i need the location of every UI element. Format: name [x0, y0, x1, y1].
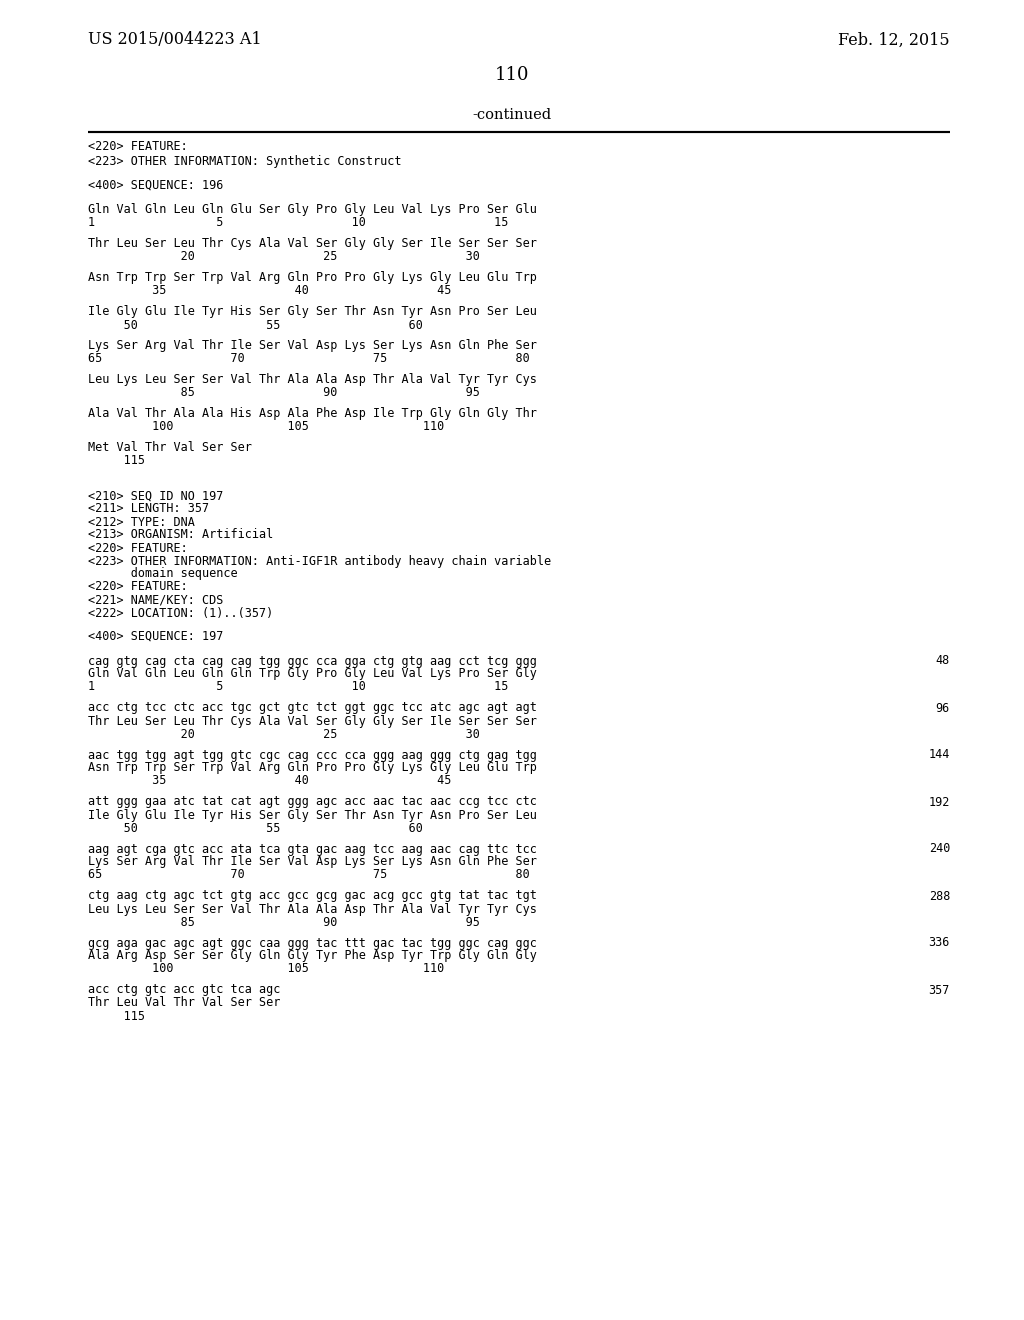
Text: att ggg gaa atc tat cat agt ggg agc acc aac tac aac ccg tcc ctc: att ggg gaa atc tat cat agt ggg agc acc … [88, 796, 537, 808]
Text: <220> FEATURE:: <220> FEATURE: [88, 541, 187, 554]
Text: Lys Ser Arg Val Thr Ile Ser Val Asp Lys Ser Lys Asn Gln Phe Ser: Lys Ser Arg Val Thr Ile Ser Val Asp Lys … [88, 855, 537, 869]
Text: Lys Ser Arg Val Thr Ile Ser Val Asp Lys Ser Lys Asn Gln Phe Ser: Lys Ser Arg Val Thr Ile Ser Val Asp Lys … [88, 339, 537, 352]
Text: <400> SEQUENCE: 197: <400> SEQUENCE: 197 [88, 630, 223, 643]
Text: <211> LENGTH: 357: <211> LENGTH: 357 [88, 503, 209, 516]
Text: <220> FEATURE:: <220> FEATURE: [88, 581, 187, 594]
Text: 35                  40                  45: 35 40 45 [88, 285, 452, 297]
Text: <221> NAME/KEY: CDS: <221> NAME/KEY: CDS [88, 594, 223, 606]
Text: <210> SEQ ID NO 197: <210> SEQ ID NO 197 [88, 490, 223, 503]
Text: acc ctg gtc acc gtc tca agc: acc ctg gtc acc gtc tca agc [88, 983, 281, 997]
Text: domain sequence: domain sequence [88, 568, 238, 581]
Text: 144: 144 [929, 748, 950, 762]
Text: 100                105                110: 100 105 110 [88, 421, 444, 433]
Text: Gln Val Gln Leu Gln Gln Trp Gly Pro Gly Leu Val Lys Pro Ser Gly: Gln Val Gln Leu Gln Gln Trp Gly Pro Gly … [88, 668, 537, 681]
Text: Ala Arg Asp Ser Ser Gly Gln Gly Tyr Phe Asp Tyr Trp Gly Gln Gly: Ala Arg Asp Ser Ser Gly Gln Gly Tyr Phe … [88, 949, 537, 962]
Text: Feb. 12, 2015: Feb. 12, 2015 [839, 32, 950, 49]
Text: <212> TYPE: DNA: <212> TYPE: DNA [88, 516, 195, 528]
Text: 85                  90                  95: 85 90 95 [88, 387, 480, 400]
Text: <213> ORGANISM: Artificial: <213> ORGANISM: Artificial [88, 528, 273, 541]
Text: 35                  40                  45: 35 40 45 [88, 775, 452, 788]
Text: 50                  55                  60: 50 55 60 [88, 821, 423, 834]
Text: <222> LOCATION: (1)..(357): <222> LOCATION: (1)..(357) [88, 606, 273, 619]
Text: acc ctg tcc ctc acc tgc gct gtc tct ggt ggc tcc atc agc agt agt: acc ctg tcc ctc acc tgc gct gtc tct ggt … [88, 701, 537, 714]
Text: 240: 240 [929, 842, 950, 855]
Text: Thr Leu Ser Leu Thr Cys Ala Val Ser Gly Gly Ser Ile Ser Ser Ser: Thr Leu Ser Leu Thr Cys Ala Val Ser Gly … [88, 238, 537, 251]
Text: Leu Lys Leu Ser Ser Val Thr Ala Ala Asp Thr Ala Val Tyr Tyr Cys: Leu Lys Leu Ser Ser Val Thr Ala Ala Asp … [88, 374, 537, 387]
Text: 336: 336 [929, 936, 950, 949]
Text: 115: 115 [88, 1010, 145, 1023]
Text: 20                  25                  30: 20 25 30 [88, 727, 480, 741]
Text: -continued: -continued [472, 108, 552, 121]
Text: 20                  25                  30: 20 25 30 [88, 251, 480, 264]
Text: Leu Lys Leu Ser Ser Val Thr Ala Ala Asp Thr Ala Val Tyr Tyr Cys: Leu Lys Leu Ser Ser Val Thr Ala Ala Asp … [88, 903, 537, 916]
Text: 115: 115 [88, 454, 145, 467]
Text: ctg aag ctg agc tct gtg acc gcc gcg gac acg gcc gtg tat tac tgt: ctg aag ctg agc tct gtg acc gcc gcg gac … [88, 890, 537, 903]
Text: 85                  90                  95: 85 90 95 [88, 916, 480, 928]
Text: US 2015/0044223 A1: US 2015/0044223 A1 [88, 32, 261, 49]
Text: 65                  70                  75                  80: 65 70 75 80 [88, 352, 529, 366]
Text: 1                 5                  10                  15: 1 5 10 15 [88, 681, 508, 693]
Text: Ile Gly Glu Ile Tyr His Ser Gly Ser Thr Asn Tyr Asn Pro Ser Leu: Ile Gly Glu Ile Tyr His Ser Gly Ser Thr … [88, 808, 537, 821]
Text: Met Val Thr Val Ser Ser: Met Val Thr Val Ser Ser [88, 441, 252, 454]
Text: 65                  70                  75                  80: 65 70 75 80 [88, 869, 529, 882]
Text: <400> SEQUENCE: 196: <400> SEQUENCE: 196 [88, 178, 223, 191]
Text: Gln Val Gln Leu Gln Glu Ser Gly Pro Gly Leu Val Lys Pro Ser Glu: Gln Val Gln Leu Gln Glu Ser Gly Pro Gly … [88, 203, 537, 216]
Text: 48: 48 [936, 655, 950, 668]
Text: 50                  55                  60: 50 55 60 [88, 318, 423, 331]
Text: <223> OTHER INFORMATION: Synthetic Construct: <223> OTHER INFORMATION: Synthetic Const… [88, 156, 401, 169]
Text: Asn Trp Trp Ser Trp Val Arg Gln Pro Pro Gly Lys Gly Leu Glu Trp: Asn Trp Trp Ser Trp Val Arg Gln Pro Pro … [88, 272, 537, 285]
Text: 1                 5                  10                  15: 1 5 10 15 [88, 216, 508, 230]
Text: 110: 110 [495, 66, 529, 84]
Text: gcg aga gac agc agt ggc caa ggg tac ttt gac tac tgg ggc cag ggc: gcg aga gac agc agt ggc caa ggg tac ttt … [88, 936, 537, 949]
Text: Thr Leu Val Thr Val Ser Ser: Thr Leu Val Thr Val Ser Ser [88, 997, 281, 1010]
Text: <223> OTHER INFORMATION: Anti-IGF1R antibody heavy chain variable: <223> OTHER INFORMATION: Anti-IGF1R anti… [88, 554, 551, 568]
Text: Asn Trp Trp Ser Trp Val Arg Gln Pro Pro Gly Lys Gly Leu Glu Trp: Asn Trp Trp Ser Trp Val Arg Gln Pro Pro … [88, 762, 537, 775]
Text: Ala Val Thr Ala Ala His Asp Ala Phe Asp Ile Trp Gly Gln Gly Thr: Ala Val Thr Ala Ala His Asp Ala Phe Asp … [88, 408, 537, 421]
Text: aac tgg tgg agt tgg gtc cgc cag ccc cca ggg aag ggg ctg gag tgg: aac tgg tgg agt tgg gtc cgc cag ccc cca … [88, 748, 537, 762]
Text: Thr Leu Ser Leu Thr Cys Ala Val Ser Gly Gly Ser Ile Ser Ser Ser: Thr Leu Ser Leu Thr Cys Ala Val Ser Gly … [88, 714, 537, 727]
Text: 192: 192 [929, 796, 950, 808]
Text: 288: 288 [929, 890, 950, 903]
Text: aag agt cga gtc acc ata tca gta gac aag tcc aag aac cag ttc tcc: aag agt cga gtc acc ata tca gta gac aag … [88, 842, 537, 855]
Text: Ile Gly Glu Ile Tyr His Ser Gly Ser Thr Asn Tyr Asn Pro Ser Leu: Ile Gly Glu Ile Tyr His Ser Gly Ser Thr … [88, 305, 537, 318]
Text: <220> FEATURE:: <220> FEATURE: [88, 140, 187, 153]
Text: 357: 357 [929, 983, 950, 997]
Text: cag gtg cag cta cag cag tgg ggc cca gga ctg gtg aag cct tcg ggg: cag gtg cag cta cag cag tgg ggc cca gga … [88, 655, 537, 668]
Text: 96: 96 [936, 701, 950, 714]
Text: 100                105                110: 100 105 110 [88, 962, 444, 975]
